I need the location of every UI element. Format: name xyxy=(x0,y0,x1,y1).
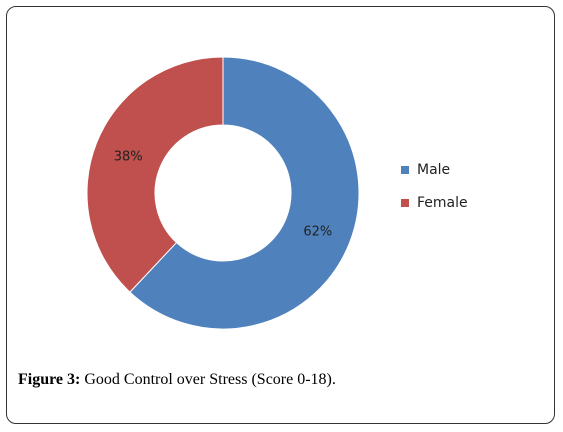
legend-swatch-male xyxy=(401,166,409,174)
legend: Male Female xyxy=(401,160,468,226)
caption-label: Figure 3: xyxy=(18,371,81,388)
data-label-male: 62% xyxy=(303,225,332,240)
data-label-female: 38% xyxy=(114,149,143,164)
legend-label-male: Male xyxy=(417,162,451,178)
legend-item-female: Female xyxy=(401,193,468,213)
legend-label-female: Female xyxy=(417,195,468,211)
legend-swatch-female xyxy=(401,199,409,207)
legend-item-male: Male xyxy=(401,160,468,180)
slices-group xyxy=(86,56,360,330)
slice-female xyxy=(86,56,224,293)
figure-caption: Figure 3: Good Control over Stress (Scor… xyxy=(18,371,336,389)
slice-labels-group: 62% 38% xyxy=(114,149,333,239)
slice-male xyxy=(129,56,360,330)
caption-text: Good Control over Stress (Score 0-18). xyxy=(84,371,336,388)
